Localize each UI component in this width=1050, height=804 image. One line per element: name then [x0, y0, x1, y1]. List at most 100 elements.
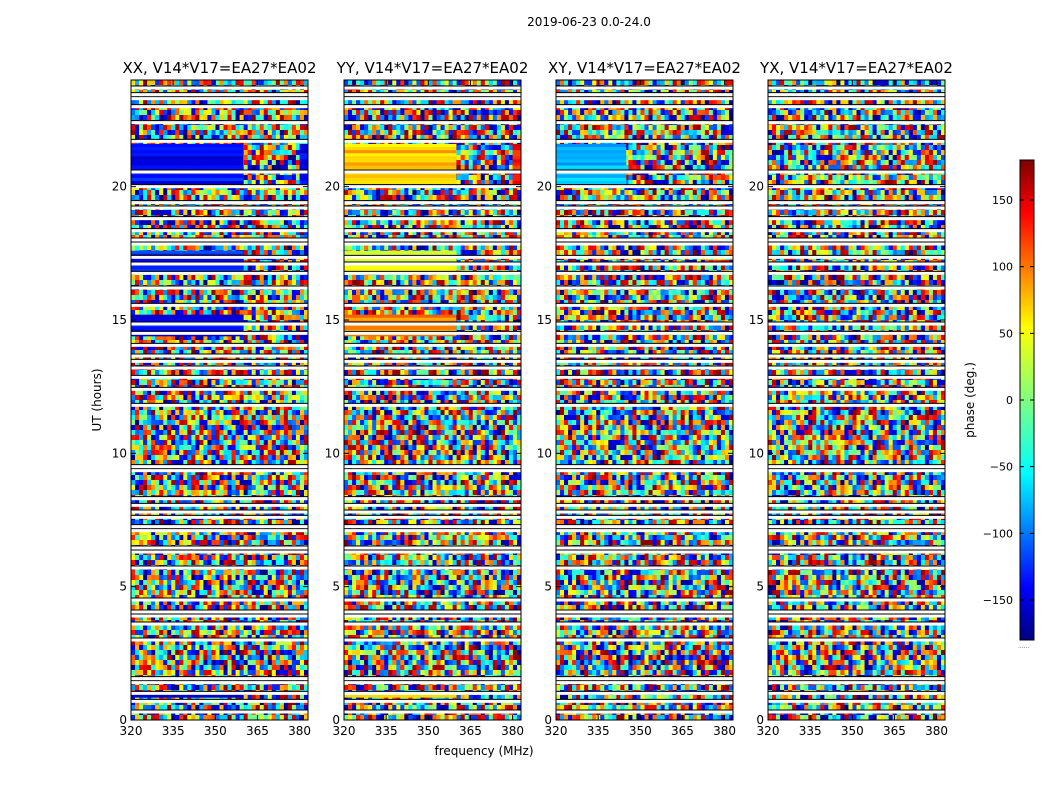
phase-cell [291, 600, 297, 606]
phase-cell [187, 520, 192, 526]
phase-cell [287, 405, 293, 411]
phase-cell [135, 295, 140, 301]
phase-cell [211, 570, 216, 576]
phase-cell [231, 335, 236, 341]
phase-cell [255, 505, 261, 511]
phase-cell [199, 460, 204, 466]
phase-cell [167, 400, 172, 406]
phase-cell [283, 600, 289, 606]
phase-cell [303, 460, 308, 466]
phase-cell [195, 600, 200, 606]
phase-cell [179, 310, 184, 316]
phase-cell [299, 325, 305, 331]
phase-cell [215, 640, 220, 646]
phase-cell [263, 180, 269, 186]
phase-cell [299, 490, 305, 496]
phase-cell [223, 615, 228, 621]
phase-cell [303, 480, 308, 486]
phase-cell [175, 135, 180, 141]
phase-cell [259, 485, 265, 491]
phase-cell [183, 310, 188, 316]
phase-cell [203, 490, 208, 496]
phase-cell [299, 520, 305, 526]
phase-cell [215, 615, 220, 621]
phase-cell [215, 500, 220, 506]
phase-cell [235, 485, 241, 491]
phase-cell [207, 520, 212, 526]
phase-cell [255, 290, 261, 296]
phase-cell [255, 300, 261, 306]
phase-cell [151, 415, 156, 421]
phase-cell [175, 275, 180, 281]
phase-cell [267, 165, 273, 171]
phase-cell [135, 355, 140, 361]
phase-cell [175, 420, 180, 426]
phase-cell [227, 405, 232, 411]
phase-cell [215, 430, 220, 436]
phase-cell [139, 430, 144, 436]
phase-cell [203, 625, 208, 631]
phase-cell [187, 585, 192, 591]
phase-cell [147, 575, 152, 581]
phase-cell [163, 435, 168, 441]
phase-cell [151, 275, 156, 281]
phase-cell [135, 435, 140, 441]
phase-cell [171, 580, 176, 586]
phase-cell [203, 370, 208, 376]
phase-cell [183, 505, 188, 511]
phase-cell [167, 625, 172, 631]
phase-cell [211, 220, 216, 226]
phase-cell [235, 310, 241, 316]
phase-cell [227, 500, 232, 506]
phase-cell [275, 175, 281, 181]
phase-cell [299, 410, 305, 416]
phase-cell [171, 640, 176, 646]
phase-cell [223, 540, 228, 546]
phase-cell [163, 505, 168, 511]
phase-cell [231, 640, 236, 646]
phase-cell [155, 335, 160, 341]
phase-cell [267, 275, 273, 281]
phase-cell [239, 420, 245, 426]
phase-cell [231, 470, 236, 476]
phase-cell [151, 395, 156, 401]
phase-cell [255, 560, 261, 566]
phase-cell [247, 395, 253, 401]
phase-cell [223, 420, 228, 426]
phase-cell [279, 605, 285, 611]
phase-cell [147, 555, 152, 561]
phase-cell [171, 380, 176, 386]
phase-cell [179, 195, 184, 201]
phase-cell [171, 570, 176, 576]
phase-cell [191, 630, 196, 636]
phase-cell [259, 505, 265, 511]
phase-cell [235, 395, 241, 401]
phase-cell [243, 160, 249, 166]
phase-cell [271, 300, 277, 306]
phase-cell [215, 535, 220, 541]
phase-cell [247, 420, 253, 426]
phase-cell [147, 370, 152, 376]
phase-cell [251, 440, 257, 446]
phase-cell [275, 265, 281, 271]
phase-cell [159, 210, 164, 216]
phase-cell [187, 505, 192, 511]
phase-cell [203, 630, 208, 636]
phase-cell [163, 475, 168, 481]
phase-cell [303, 600, 308, 606]
phase-cell [231, 415, 236, 421]
phase-cell [155, 570, 160, 576]
phase-cell [255, 265, 261, 271]
phase-cell [167, 520, 172, 526]
phase-cell [211, 80, 216, 86]
phase-cell [271, 315, 277, 321]
phase-cell [167, 245, 172, 251]
phase-cell [167, 430, 172, 436]
phase-cell [155, 100, 160, 106]
phase-cell [239, 460, 245, 466]
phase-cell [187, 600, 192, 606]
phase-cell [267, 130, 273, 136]
phase-cell [163, 220, 168, 226]
phase-cell [187, 210, 192, 216]
phase-cell [291, 195, 297, 201]
